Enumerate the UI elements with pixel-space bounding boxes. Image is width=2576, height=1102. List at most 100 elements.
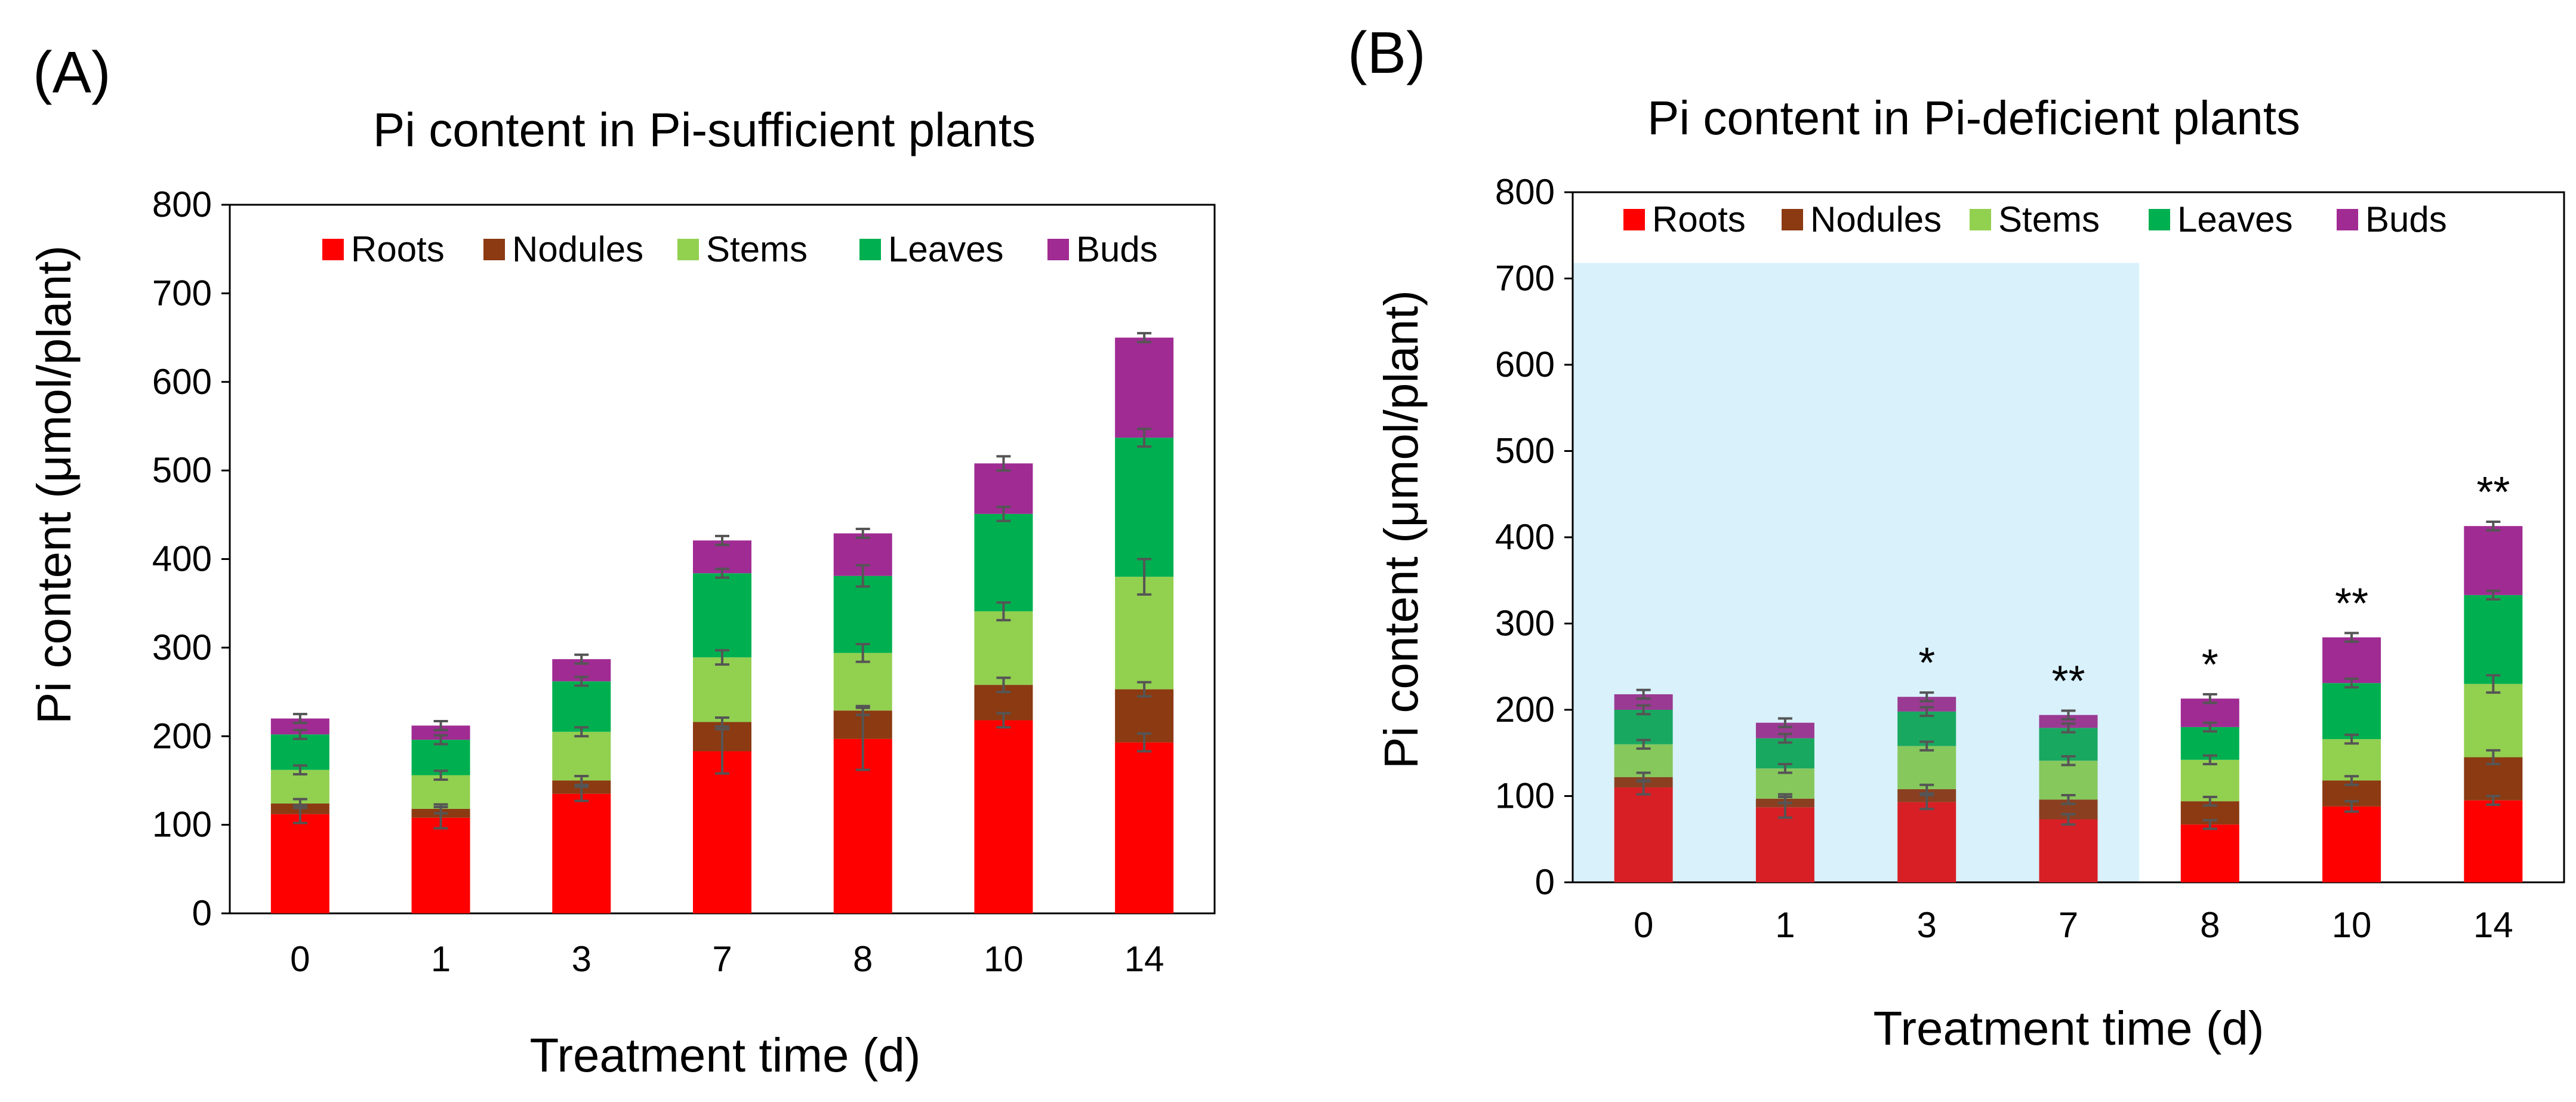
bar-buds — [2039, 715, 2098, 728]
bar-stems — [2322, 739, 2381, 781]
bar-stems — [2464, 684, 2523, 758]
chart-title: Pi content in Pi-deficient plants — [1647, 91, 2300, 144]
bar-leaves — [693, 573, 751, 658]
y-tick-label: 200 — [1495, 689, 1555, 729]
legend-label: Nodules — [512, 229, 643, 269]
legend-label: Stems — [1998, 199, 2100, 239]
bar-leaves — [833, 575, 892, 653]
bar-stems — [693, 657, 751, 722]
x-tick-label: 3 — [1917, 905, 1937, 945]
panel-b: (B) Pi content in Pi-deficient plants Tr… — [1348, 20, 2565, 1055]
legend-label: Roots — [351, 229, 445, 269]
y-tick-label: 600 — [152, 362, 212, 402]
bar-buds — [2464, 526, 2523, 595]
x-axis-label: Treatment time (d) — [1874, 1002, 2264, 1055]
bar-roots — [2464, 800, 2523, 882]
legend-swatch-buds — [1047, 239, 1069, 260]
y-tick-label: 600 — [1495, 344, 1555, 384]
bar-stems — [2039, 761, 2098, 800]
y-tick-label: 800 — [1495, 172, 1555, 212]
bar-buds — [411, 725, 470, 740]
bar-roots — [1115, 742, 1174, 913]
bar-roots — [411, 817, 470, 913]
x-tick-label: 8 — [2200, 905, 2220, 945]
y-tick-label: 0 — [192, 893, 212, 933]
bar-roots — [2039, 819, 2098, 882]
bar-leaves — [552, 681, 611, 732]
y-tick-label: 500 — [152, 450, 212, 490]
x-tick-label: 0 — [1634, 905, 1653, 945]
legend-label: Buds — [1076, 229, 1158, 269]
y-tick-label: 0 — [1535, 862, 1555, 902]
bar-roots — [1614, 787, 1673, 882]
legend-label: Buds — [2365, 199, 2447, 239]
legend-label: Leaves — [2177, 199, 2292, 239]
legend-swatch-nodules — [1782, 209, 1803, 230]
y-tick-label: 100 — [152, 805, 212, 845]
legend-label: Stems — [706, 229, 808, 269]
bar-leaves — [974, 513, 1033, 612]
panel-label: (B) — [1348, 20, 1426, 85]
significance-marker: * — [2202, 641, 2218, 689]
x-axis-label: Treatment time (d) — [530, 1029, 921, 1082]
legend-label: Roots — [1652, 199, 1746, 239]
bar-roots — [974, 720, 1033, 913]
legend-swatch-stems — [1970, 209, 1991, 230]
y-tick-label: 500 — [1495, 431, 1555, 471]
bar-buds — [1115, 337, 1174, 438]
bar-leaves — [2322, 683, 2381, 740]
panel-label: (A) — [33, 39, 111, 105]
bar-roots — [693, 751, 751, 913]
y-tick-label: 400 — [152, 539, 212, 579]
y-tick-label: 400 — [1495, 517, 1555, 557]
y-tick-label: 800 — [152, 184, 212, 224]
legend-label: Nodules — [1810, 199, 1942, 239]
bar-leaves — [1614, 710, 1673, 744]
bar-stems — [2180, 759, 2239, 802]
bar-roots — [2322, 806, 2381, 882]
bar-stems — [552, 731, 611, 781]
y-axis-label: Pi content (μmol/plant) — [1375, 290, 1428, 769]
bar-leaves — [411, 740, 470, 775]
x-tick-label: 1 — [1775, 905, 1795, 945]
x-tick-label: 0 — [290, 939, 310, 979]
legend-swatch-leaves — [2149, 209, 2170, 230]
y-tick-label: 300 — [152, 627, 212, 667]
bar-roots — [2180, 824, 2239, 882]
significance-marker: * — [1918, 639, 1935, 687]
x-tick-label: 14 — [2473, 905, 2513, 945]
bar-buds — [2322, 637, 2381, 684]
chart-title: Pi content in Pi-sufficient plants — [373, 103, 1036, 156]
legend-swatch-leaves — [859, 239, 881, 260]
bar-leaves — [270, 734, 329, 770]
x-tick-label: 10 — [2332, 905, 2372, 945]
significance-marker: ** — [2051, 657, 2085, 705]
x-tick-label: 7 — [2059, 905, 2078, 945]
significance-marker: ** — [2476, 469, 2510, 516]
legend-swatch-roots — [322, 239, 344, 260]
bar-roots — [1755, 807, 1814, 882]
x-tick-label: 3 — [572, 939, 591, 979]
y-tick-label: 700 — [1495, 258, 1555, 298]
significance-marker: ** — [2335, 580, 2368, 627]
x-tick-label: 7 — [712, 939, 732, 979]
bar-leaves — [1897, 711, 1956, 746]
bar-leaves — [1115, 438, 1174, 577]
y-tick-label: 300 — [1495, 604, 1555, 644]
bar-leaves — [2464, 595, 2523, 684]
bar-buds — [974, 463, 1033, 514]
y-tick-label: 200 — [152, 716, 212, 756]
bar-roots — [270, 814, 329, 913]
x-tick-label: 14 — [1124, 939, 1164, 979]
legend-swatch-buds — [2337, 209, 2358, 230]
y-tick-label: 100 — [1495, 776, 1555, 816]
legend-swatch-stems — [677, 239, 699, 260]
legend-swatch-nodules — [483, 239, 505, 260]
legend-label: Leaves — [888, 229, 1003, 269]
x-tick-label: 10 — [984, 939, 1024, 979]
panel-a: (A) Pi content in Pi-sufficient plants T… — [27, 39, 1216, 1082]
x-tick-label: 8 — [853, 939, 873, 979]
bar-roots — [552, 793, 611, 913]
y-axis-label: Pi content (μmol/plant) — [27, 245, 81, 724]
